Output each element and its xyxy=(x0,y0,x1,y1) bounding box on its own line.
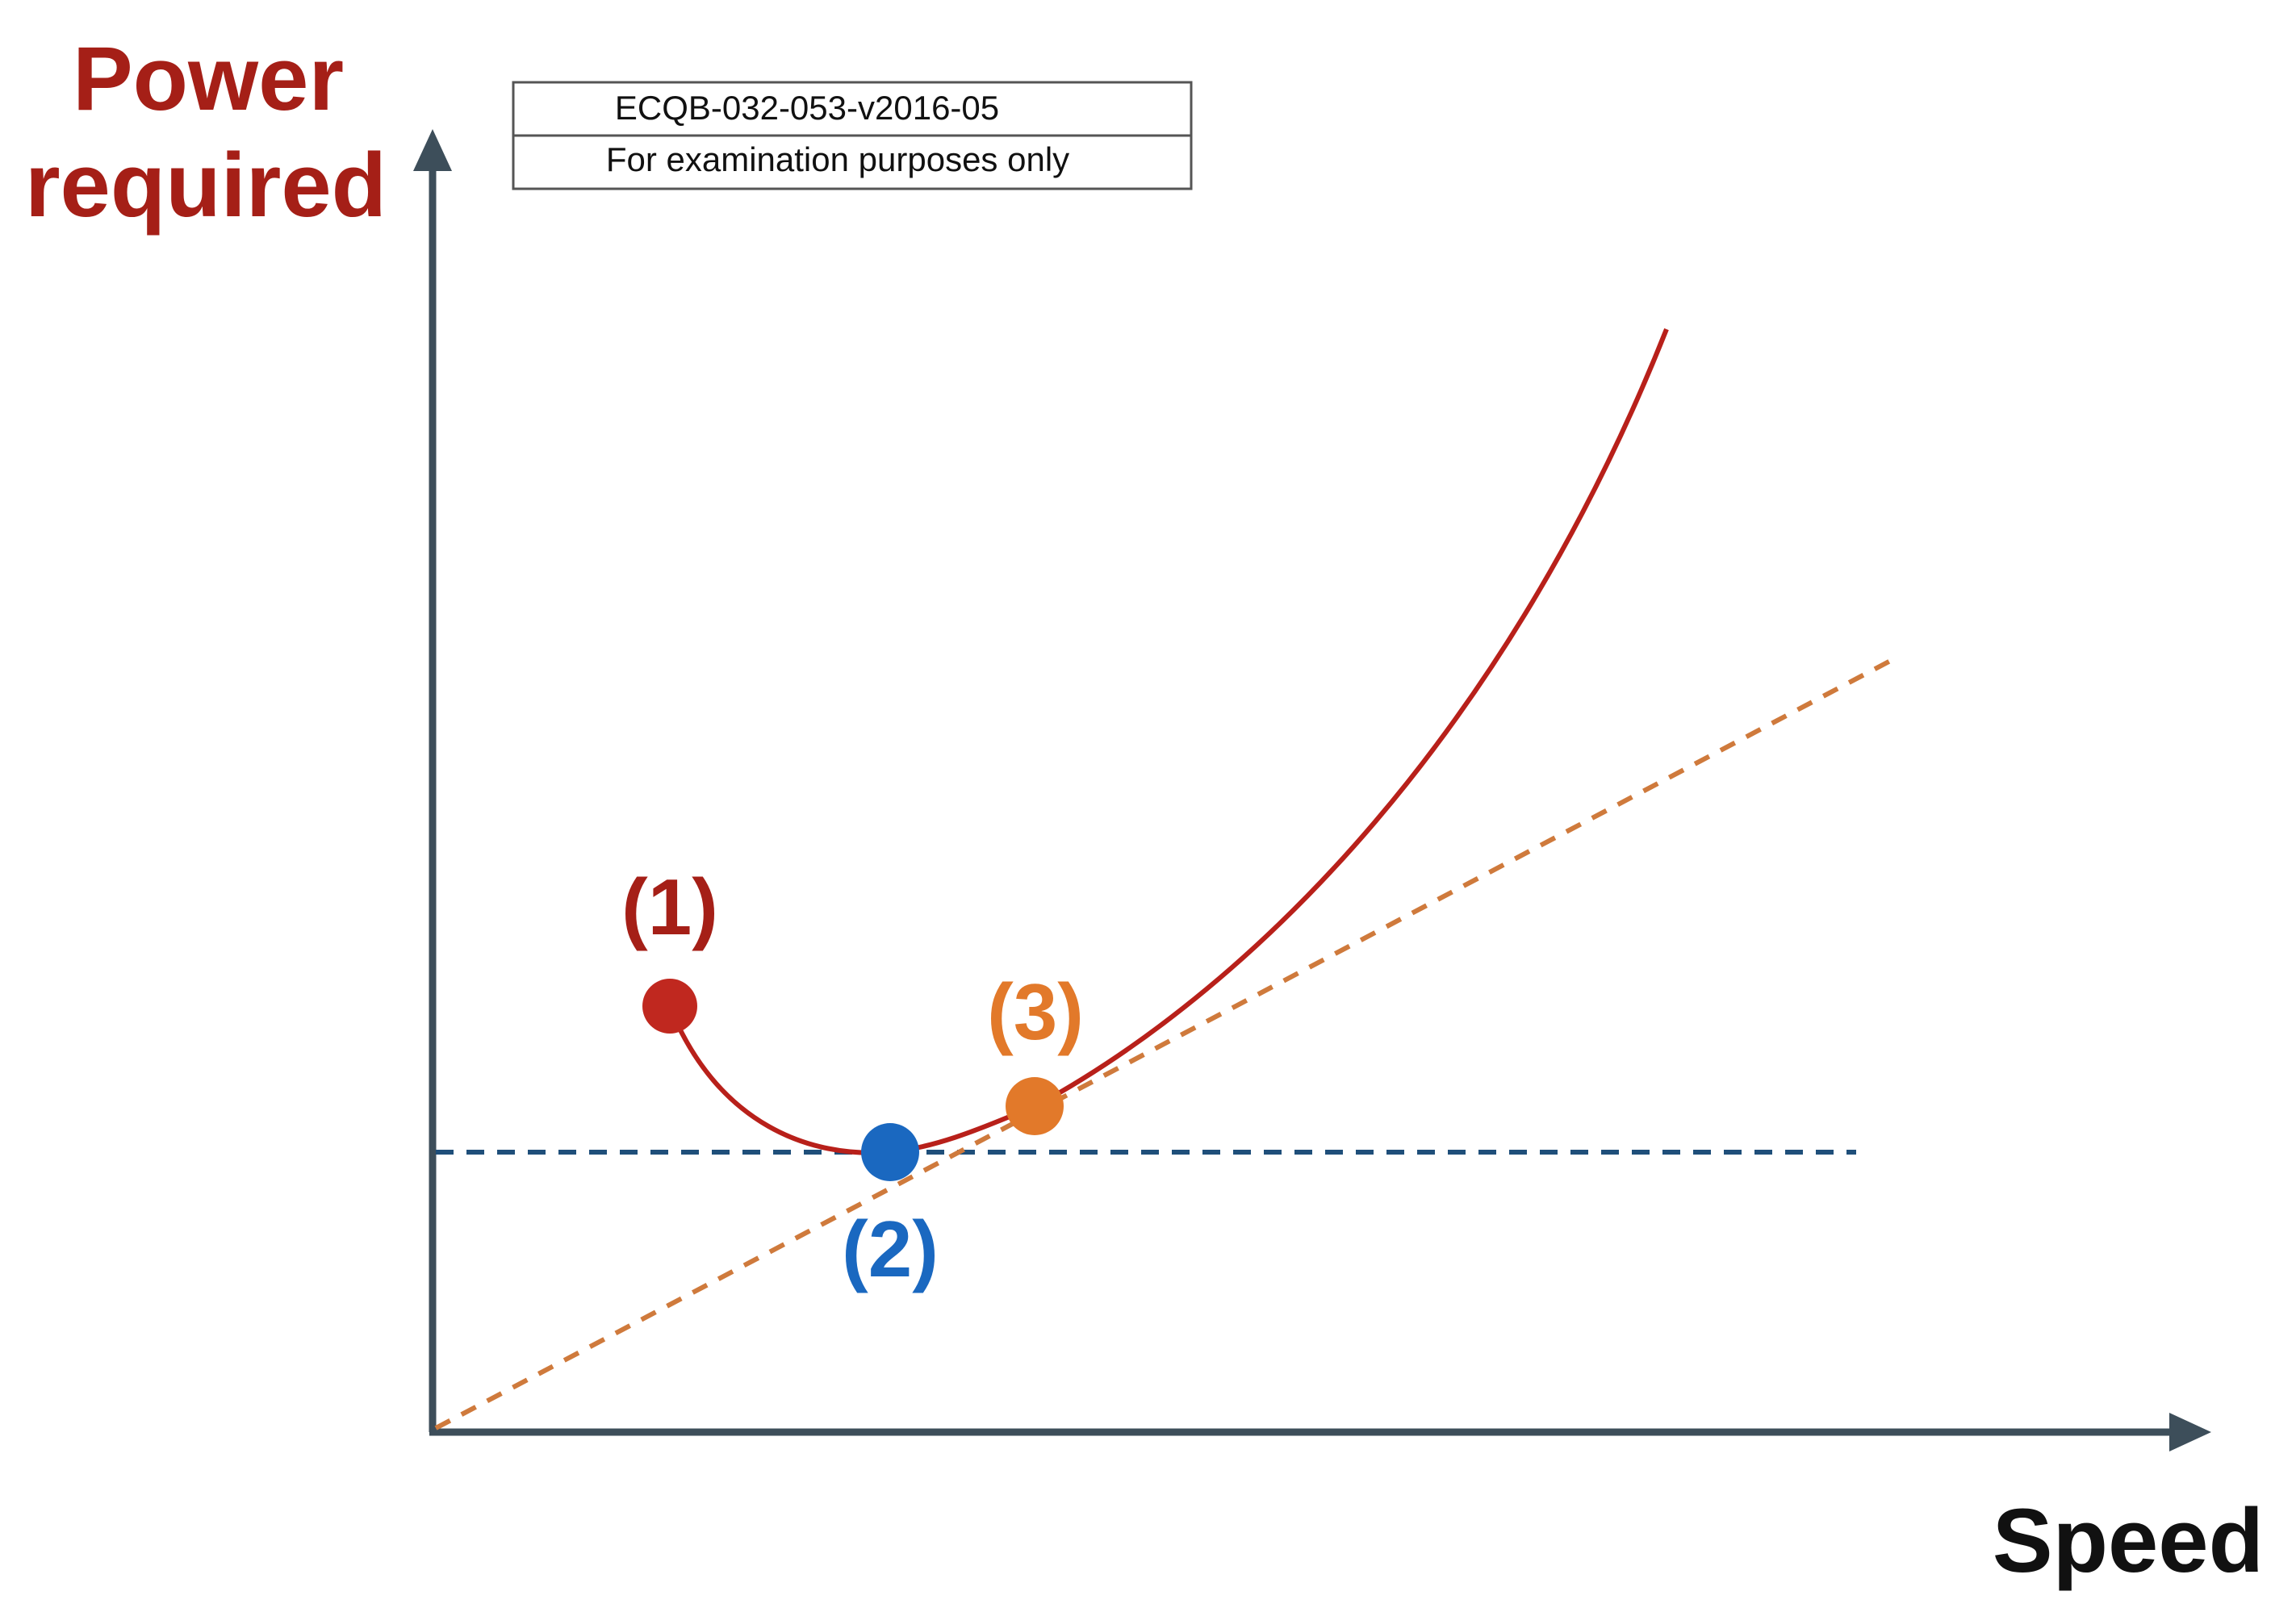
axes xyxy=(413,129,2211,1451)
y-axis-arrowhead xyxy=(413,129,452,171)
x-axis-label: Speed xyxy=(1993,1490,2264,1591)
tangent-line xyxy=(434,655,1898,1430)
point-1-marker xyxy=(642,979,697,1034)
point-2-label: (2) xyxy=(842,1205,939,1293)
y-axis-label-line2: required xyxy=(25,135,387,236)
exam-reference-box: ECQB-032-053-v2016-05 For examination pu… xyxy=(512,81,1193,190)
exam-disclaimer: For examination purposes only xyxy=(606,140,1069,178)
x-axis-arrowhead xyxy=(2169,1413,2211,1451)
point-3-label: (3) xyxy=(987,967,1084,1056)
y-axis-label-line1: Power xyxy=(73,28,344,129)
exam-code: ECQB-032-053-v2016-05 xyxy=(615,89,999,127)
power-required-curve xyxy=(667,328,1669,1155)
point-1-label: (1) xyxy=(621,862,718,951)
point-2-marker xyxy=(861,1123,919,1181)
point-3-marker xyxy=(1006,1077,1064,1135)
